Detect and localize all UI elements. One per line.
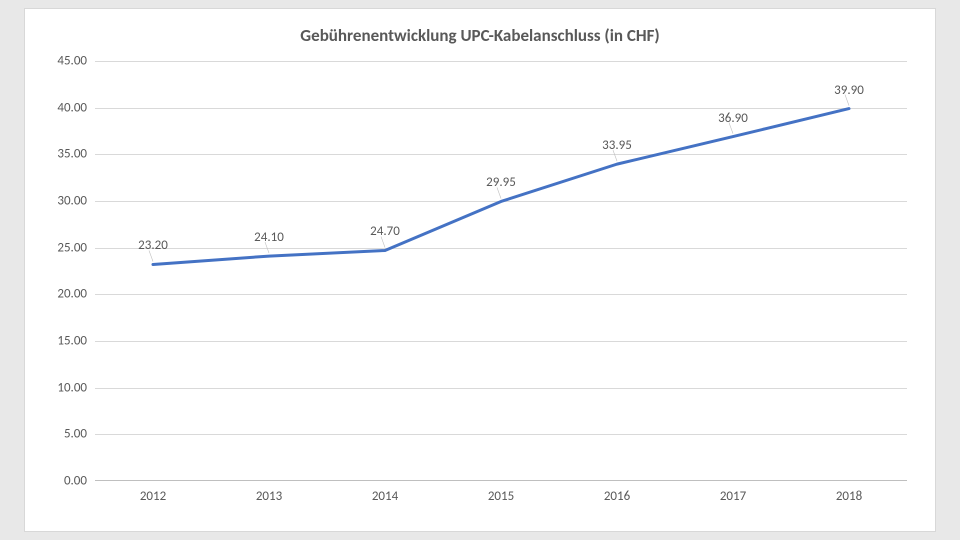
data-label: 36.90 [718,111,748,126]
data-label: 39.90 [834,83,864,98]
y-axis-label: 40.00 [57,100,87,115]
y-axis-label: 25.00 [57,240,87,255]
chart-frame: Gebührenentwicklung UPC-Kabelanschluss (… [24,8,936,532]
x-axis-label: 2013 [256,489,282,504]
x-axis-label: 2015 [488,489,514,504]
y-axis-label: 5.00 [64,427,87,442]
data-label: 24.70 [370,224,400,239]
plot-area: 0.005.0010.0015.0020.0025.0030.0035.0040… [95,61,907,481]
y-axis-label: 35.00 [57,147,87,162]
line-series [95,61,907,481]
data-label: 24.10 [254,230,284,245]
data-label: 33.95 [602,138,632,153]
x-axis-label: 2012 [140,489,166,504]
y-axis-label: 10.00 [57,380,87,395]
x-axis-label: 2018 [836,489,862,504]
x-axis-label: 2017 [720,489,746,504]
data-label: 29.95 [486,175,516,190]
x-axis-label: 2014 [372,489,398,504]
y-axis-label: 15.00 [57,334,87,349]
data-label: 23.20 [138,238,168,253]
y-axis-label: 20.00 [57,287,87,302]
y-axis-label: 30.00 [57,194,87,209]
chart-title: Gebührenentwicklung UPC-Kabelanschluss (… [25,25,935,46]
x-axis-line [95,480,907,481]
y-axis-label: 0.00 [64,474,87,489]
x-axis-label: 2016 [604,489,630,504]
y-axis-label: 45.00 [57,54,87,69]
